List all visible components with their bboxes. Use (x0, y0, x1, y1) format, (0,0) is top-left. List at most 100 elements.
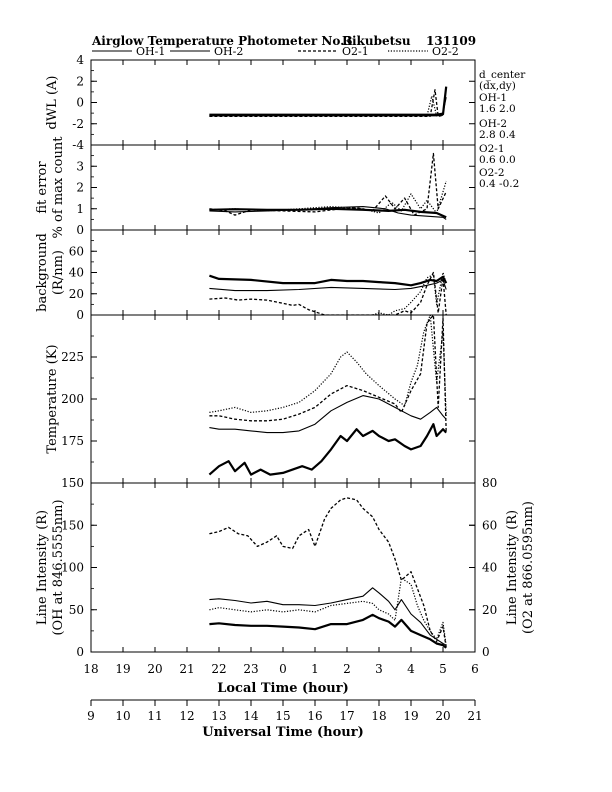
y-tick-label: 0 (76, 645, 84, 659)
ut-axis-label: Universal Time (hour) (202, 725, 364, 740)
y2-tick-label: 40 (482, 561, 497, 575)
y-tick-label: 2 (76, 74, 84, 88)
y-tick-label: 50 (69, 603, 84, 617)
ut-tick-label: 13 (211, 709, 226, 723)
y-tick-label: 20 (69, 287, 84, 301)
y-tick-label: 4 (76, 53, 84, 67)
y-axis-sublabel: (R/nm) (51, 250, 66, 295)
ut-tick-label: 10 (115, 709, 130, 723)
annotation-value-o2-2: 0.4 -0.2 (479, 178, 519, 190)
series-dwl-oh-2 (209, 97, 447, 115)
panel-frame (90, 59, 476, 146)
y-tick-label: 200 (61, 392, 84, 406)
ut-tick-label: 11 (147, 709, 162, 723)
local-time-tick-label: 3 (375, 662, 383, 676)
y2-tick-label: 0 (482, 645, 490, 659)
local-time-axis-label: Local Time (hour) (217, 681, 349, 696)
local-time-tick-label: 19 (115, 662, 130, 676)
series-dwl-o2-1 (209, 89, 444, 117)
time-axes: 18 19 20 21 22 23 0 1 2 3 4 5 6 Local Time (hour) 9 10 1… (83, 662, 482, 740)
y-axis-label: background (35, 233, 50, 312)
legend: OH-1 OH-2 O2-1 O2-2 (92, 45, 459, 58)
annotation-name-o2-2: O2-2 (479, 167, 505, 179)
y2-tick-label: 20 (482, 603, 497, 617)
y-axis-label: Line Intensity (R) (35, 510, 50, 625)
series-int-o2-2 (209, 577, 447, 646)
local-time-tick-label: 21 (179, 662, 194, 676)
series-bg-oh-2 (209, 279, 447, 292)
ut-tick-label: 21 (467, 709, 482, 723)
local-time-tick-label: 22 (211, 662, 226, 676)
ut-tick-label: 19 (403, 709, 418, 723)
local-time-tick-label: 6 (471, 662, 479, 676)
local-time-tick-label: 23 (243, 662, 258, 676)
ut-tick-label: 18 (371, 709, 386, 723)
series-temp-oh-1 (208, 423, 448, 476)
annotation-value-o2-1: 0.6 0.0 (479, 154, 516, 166)
panels: -4 -2 0 2 4 dWL (A) 0 1 2 3 fit error% of max coun… (35, 53, 536, 659)
date-code: 131109 (426, 34, 476, 48)
y-tick-label: 225 (61, 350, 84, 364)
y-axis-sublabel: (OH at 846.5555nm) (51, 499, 66, 635)
y2-axis-label: Line Intensity (R) (505, 510, 520, 625)
y-tick-label: 3 (76, 159, 84, 173)
y-tick-label: 2 (76, 181, 84, 195)
ut-tick-label: 9 (87, 709, 95, 723)
series-int-o2-1 (209, 497, 447, 648)
ut-tick-label: 14 (243, 709, 259, 723)
d-center-title: d_center (479, 69, 526, 81)
panel-frame (90, 229, 476, 316)
y-tick-label: 0 (76, 308, 84, 322)
annotation-name-oh-1: OH-1 (479, 92, 507, 104)
station-name: Rikubetsu (342, 34, 411, 48)
y2-axis-sublabel: (O2 at 866.0595nm) (521, 501, 536, 634)
ut-tick-label: 15 (275, 709, 290, 723)
series-fit-o2-1 (209, 152, 447, 216)
y-tick-label: 150 (61, 476, 84, 490)
y-tick-label: 150 (61, 518, 84, 532)
y-axis-label: dWL (A) (45, 76, 60, 130)
local-time-tick-label: 0 (279, 662, 287, 676)
ut-tick-label: 12 (179, 709, 194, 723)
panel-frame (90, 314, 476, 484)
series-dwl-oh-1 (209, 86, 448, 117)
series-fit-oh-2 (209, 206, 447, 220)
series-temp-o2-2 (209, 315, 447, 416)
series-dwl-o2-2 (209, 95, 444, 117)
annotation-value-oh-2: 2.8 0.4 (479, 129, 516, 141)
legend-label-o2-1: O2-1 (342, 45, 369, 58)
y-tick-label: 100 (61, 561, 84, 575)
d-center-subtitle: (dx,dy) (479, 80, 516, 92)
series-fit-oh-1 (209, 207, 447, 219)
annotation-name-oh-2: OH-2 (479, 118, 507, 130)
local-time-tick-label: 5 (439, 662, 447, 676)
local-time-tick-label: 4 (407, 662, 415, 676)
series-temp-oh-2 (209, 395, 447, 434)
ut-tick-label: 16 (307, 709, 322, 723)
panel-fit: 0 1 2 3 fit error% of max count (35, 136, 476, 239)
series-int-oh-2 (209, 587, 447, 646)
y-tick-label: 0 (76, 223, 84, 237)
legend-label-oh-2: OH-2 (214, 45, 243, 58)
panel-bg: 0 20 40 60 background (R/nm) (35, 229, 476, 322)
figure-header: Airglow Temperature Photometer No.3 Riku… (91, 34, 476, 48)
y-tick-label: 40 (69, 266, 84, 280)
d-center-annotations: d_center (dx,dy) OH-11.6 2.0 OH-22.8 0.4 O… (479, 69, 526, 190)
series-int-oh-1 (209, 613, 447, 649)
legend-label-o2-2: O2-2 (432, 45, 459, 58)
annotation-value-oh-1: 1.6 2.0 (479, 103, 516, 115)
y-tick-label: -2 (72, 117, 84, 131)
series-temp-o2-1 (209, 315, 447, 433)
panel-frame (90, 144, 476, 231)
y-tick-label: 60 (69, 244, 84, 258)
y-tick-label: 0 (76, 96, 84, 110)
local-time-tick-label: 2 (343, 662, 351, 676)
y-tick-label: 1 (76, 202, 84, 216)
y-tick-label: -4 (72, 138, 84, 152)
y-axis-sublabel: % of max count (51, 136, 66, 239)
series-bg-oh-1 (209, 274, 448, 287)
local-time-tick-label: 20 (147, 662, 162, 676)
